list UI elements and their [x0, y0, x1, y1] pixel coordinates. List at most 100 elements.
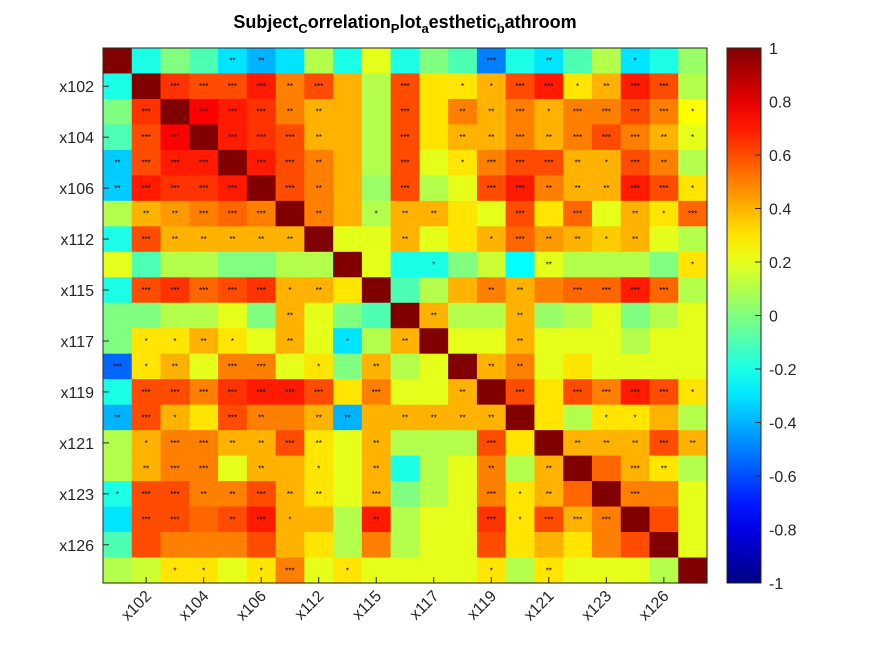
chart-title-part: b: [497, 21, 505, 36]
significance-label: ***: [257, 362, 266, 371]
significance-label: **: [201, 490, 207, 499]
significance-label: ***: [515, 133, 524, 142]
heatmap-cell: [563, 404, 593, 431]
significance-label: ***: [285, 184, 294, 193]
heatmap-cell: [678, 506, 708, 533]
heatmap-cell: [476, 379, 507, 406]
significance-label: ***: [199, 439, 208, 448]
heatmap-cell: [361, 353, 392, 380]
significance-label: ***: [199, 210, 208, 219]
heatmap-cell: [476, 226, 507, 253]
heatmap-cell: [591, 226, 622, 253]
significance-label: ***: [257, 108, 266, 117]
heatmap-cell: [649, 430, 679, 457]
significance-label: **: [574, 159, 580, 168]
significance-label: **: [373, 439, 379, 448]
significance-label: ***: [170, 439, 179, 448]
heatmap-cell: [189, 73, 219, 100]
chart-title: SubjectCorrelationPlotaestheticbathroom: [233, 12, 576, 36]
colorbar[interactable]: 1 0.8 0.6 0.4 0.2 0 -0.2 -0.4 -0.6 -0.8 -1: [726, 41, 797, 593]
heatmap-cell: [419, 404, 449, 431]
significance-label: **: [229, 490, 235, 499]
heatmap-cell: [246, 226, 277, 253]
heatmap-cell: [678, 149, 708, 176]
significance-label: ***: [630, 388, 639, 397]
heatmap-cell: [476, 98, 507, 126]
heatmap-cell: [361, 302, 392, 329]
heatmap-cell: [678, 251, 708, 278]
heatmap-cell: [448, 149, 478, 176]
heatmap-cell: [448, 226, 478, 253]
heatmap-cell: [275, 175, 305, 202]
heatmap-cell: [160, 404, 190, 431]
heatmap-cell: [448, 404, 478, 431]
heatmap-cell: [218, 481, 248, 508]
significance-label: *: [691, 261, 694, 270]
significance-label: **: [258, 57, 264, 66]
heatmap-cell: [333, 302, 363, 329]
heatmap-cell: [563, 455, 593, 482]
heatmap-cell: [361, 379, 392, 406]
heatmap-cell: [304, 379, 334, 406]
heatmap-cell: [390, 200, 420, 227]
significance-label: **: [201, 337, 207, 346]
heatmap-cell: [333, 455, 363, 482]
significance-label: **: [661, 159, 667, 168]
heatmap-cell: [361, 404, 392, 431]
significance-label: *: [691, 133, 694, 142]
significance-label: **: [373, 515, 379, 524]
heatmap-cell: [649, 175, 679, 202]
significance-label: **: [402, 210, 408, 219]
colorbar-tick-label: 0.8: [769, 95, 791, 112]
significance-label: ***: [573, 388, 582, 397]
heatmap-cell: [189, 430, 219, 457]
significance-label: **: [632, 439, 638, 448]
colorbar-tick-label: -0.8: [769, 523, 797, 540]
heatmap-cell: [448, 277, 478, 304]
heatmap-cell: [275, 328, 305, 355]
heatmap-cell: [476, 277, 507, 304]
heatmap-cell: [304, 328, 334, 355]
significance-label: *: [145, 439, 148, 448]
heatmap-cell: [448, 557, 478, 584]
heatmap-cell: [534, 98, 564, 126]
heatmap-cell: [103, 200, 133, 227]
heatmap-cell: [131, 455, 162, 482]
heatmap-cell: [131, 353, 162, 380]
heatmap-cell: [390, 353, 420, 380]
chart-title-part: P: [391, 21, 400, 36]
heatmap-cell: [189, 98, 219, 126]
heatmap-cell: [448, 506, 478, 533]
significance-label: ***: [400, 108, 409, 117]
heatmap-cell: [160, 302, 190, 329]
heatmap-cell: [304, 48, 334, 75]
heatmap-cell: [160, 481, 190, 508]
significance-label: ***: [141, 515, 150, 524]
heatmap-cell: [649, 124, 679, 151]
heatmap-cell: [649, 98, 679, 126]
heatmap-cell: [649, 302, 679, 329]
heatmap-cell: [246, 532, 277, 559]
chart-title-part: esthetic: [429, 12, 497, 32]
heatmap-cell: [448, 124, 478, 151]
heatmap-cell: [160, 73, 190, 100]
heatmap-cell: [649, 481, 679, 508]
heatmap-cell: [333, 532, 363, 559]
heatmap-cell: [591, 277, 622, 304]
heatmap-cell: [333, 353, 363, 380]
heatmap-cell: [476, 124, 507, 151]
heatmap-cell: [591, 353, 622, 380]
heatmap-cell: [160, 455, 190, 482]
significance-label: **: [287, 82, 293, 91]
heatmap-cell: [678, 353, 708, 380]
significance-label: **: [574, 184, 580, 193]
heatmap-cell: [620, 73, 651, 100]
heatmap-cell: [448, 98, 478, 126]
heatmap-cell: [419, 200, 449, 227]
heatmap-cell: [591, 98, 622, 126]
heatmap-cell: [361, 124, 392, 151]
heatmap-cell: [563, 48, 593, 75]
significance-label: ***: [257, 490, 266, 499]
significance-label: ***: [285, 159, 294, 168]
heatmap-cell: [505, 455, 536, 482]
